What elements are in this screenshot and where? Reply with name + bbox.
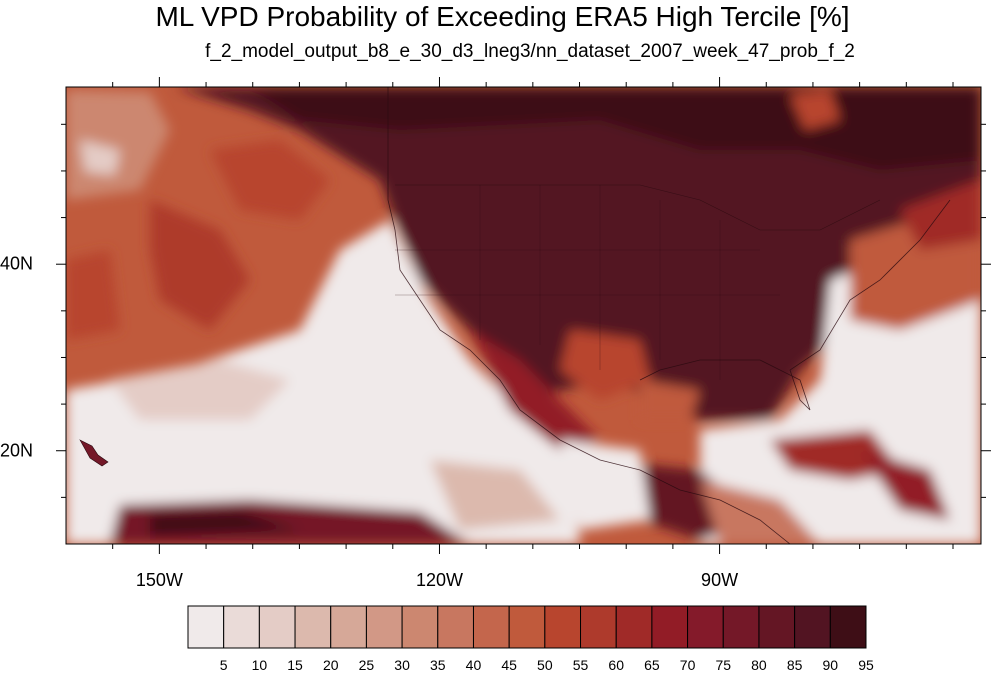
colorbar-swatch: [651, 605, 689, 649]
colorbar-tick-label: 45: [501, 657, 517, 673]
colorbar-tick-label: 75: [715, 657, 732, 673]
colorbar-swatch: [401, 605, 439, 649]
colorbar-tick-label: 40: [465, 657, 482, 673]
map-ticks: [56, 77, 991, 554]
colorbar-tick-label: 20: [322, 657, 339, 673]
colorbar-swatch: [794, 605, 831, 649]
colorbar-tick-label: 15: [287, 657, 303, 673]
probability-field: [66, 87, 981, 544]
colorbar-tick-label: 10: [251, 657, 268, 673]
lon-tick-label: 150W: [135, 570, 183, 590]
colorbar-swatch: [437, 605, 474, 649]
colorbar-swatch: [687, 605, 724, 649]
colorbar-tick-label: 55: [572, 657, 589, 673]
colorbar-swatch: [258, 605, 296, 649]
colorbar-swatch: [472, 605, 510, 649]
colorbar-swatch: [544, 605, 582, 649]
colorbar-swatch: [294, 605, 332, 649]
colorbar-tick-label: 30: [394, 657, 410, 673]
colorbar-tick-label: 70: [679, 657, 696, 673]
colorbar-tick-label: 60: [608, 657, 624, 673]
colorbar-tick-label: 90: [822, 657, 839, 673]
colorbar-tick-label: 85: [786, 657, 803, 673]
colorbar-swatch: [829, 605, 867, 649]
colorbar-tick-label: 35: [429, 657, 446, 673]
lon-tick-label: 90W: [701, 570, 739, 590]
lon-tick-label: 120W: [415, 570, 463, 590]
colorbar-tick-label: 95: [858, 657, 874, 673]
colorbar-swatch: [580, 605, 617, 649]
map-title: ML VPD Probability of Exceeding ERA5 Hig…: [155, 1, 850, 32]
lat-tick-label: 20N: [0, 440, 34, 461]
colorbar-swatch: [365, 605, 403, 649]
colorbar-tick-label: 50: [537, 657, 553, 673]
colorbar-tick-label: 25: [358, 657, 375, 673]
colorbar-tick-label: 65: [644, 657, 660, 673]
colorbar-swatch: [508, 605, 546, 649]
lat-tick-label: 40N: [0, 253, 34, 274]
colorbar-swatch: [330, 605, 367, 649]
colorbar-swatch: [615, 605, 653, 649]
colorbar-swatch: [187, 605, 225, 649]
colorbar-tick-label: 80: [751, 657, 767, 673]
colorbar-swatch: [758, 605, 796, 649]
colorbar-swatch: [722, 605, 760, 649]
colorbar-swatch: [223, 605, 260, 649]
colorbar-tick-label: 5: [219, 657, 228, 673]
map-subtitle: f_2_model_output_b8_e_30_d3_lneg3/nn_dat…: [205, 41, 855, 62]
